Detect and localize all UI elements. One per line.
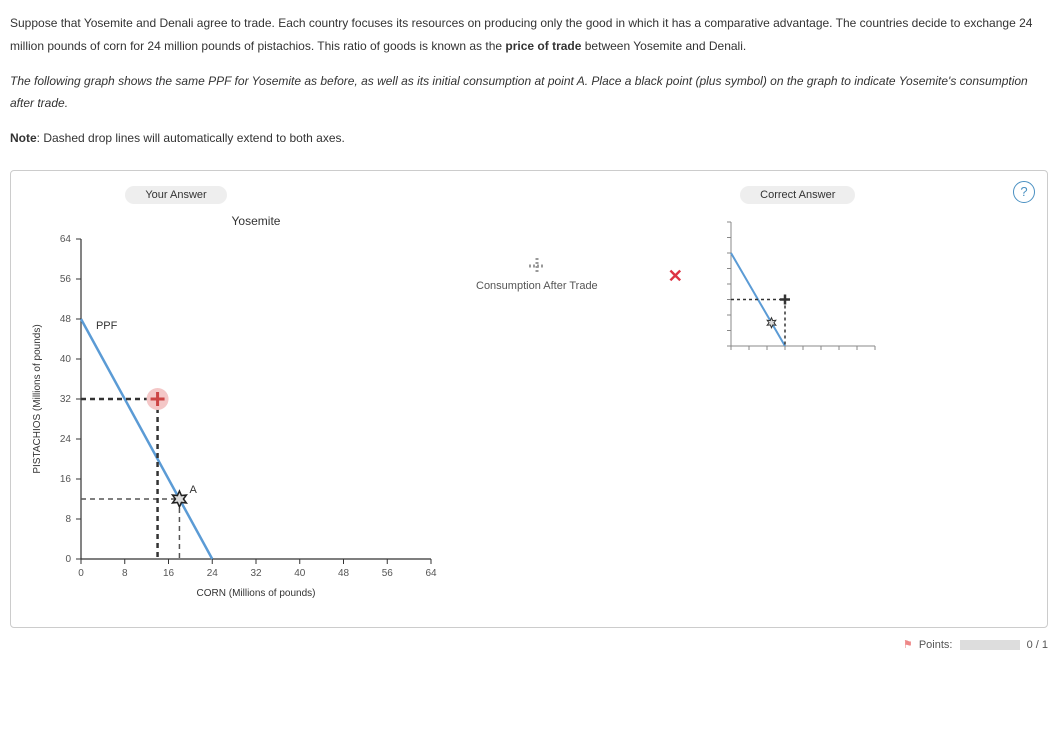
- points-bar: [960, 640, 1020, 650]
- p1-b: price of trade: [505, 39, 581, 53]
- svg-text:24: 24: [207, 568, 219, 579]
- svg-text:40: 40: [60, 354, 72, 365]
- paragraph-2: The following graph shows the same PPF f…: [10, 70, 1048, 116]
- note-text: : Dashed drop lines will automatically e…: [37, 131, 345, 145]
- legend-label: Consumption After Trade: [476, 280, 598, 292]
- legend-marker-icon: [522, 256, 552, 276]
- help-button[interactable]: ?: [1013, 181, 1035, 203]
- svg-text:32: 32: [250, 568, 262, 579]
- flag-icon[interactable]: ⚑: [903, 639, 913, 651]
- svg-text:A: A: [189, 484, 197, 496]
- points-label: Points:: [919, 639, 953, 651]
- svg-text:8: 8: [122, 568, 128, 579]
- points-row: ⚑ Points: 0 / 1: [10, 638, 1048, 651]
- svg-text:16: 16: [60, 474, 72, 485]
- graph-panel: ? Your Answer Yosemite 00 8 8 16 16 24 24 32 32 4…: [10, 170, 1048, 628]
- wrong-icon: ✕: [668, 266, 683, 287]
- svg-text:PISTACHIOS (Millions of pounds: PISTACHIOS (Millions of pounds): [32, 324, 43, 473]
- chart-title: Yosemite: [76, 214, 436, 228]
- svg-text:CORN (Millions of pounds): CORN (Millions of pounds): [197, 588, 316, 599]
- paragraph-1: Suppose that Yosemite and Denali agree t…: [10, 12, 1048, 58]
- svg-text:48: 48: [60, 314, 72, 325]
- correct-answer-header: Correct Answer: [740, 186, 855, 204]
- svg-text:40: 40: [294, 568, 306, 579]
- svg-text:0: 0: [65, 554, 71, 565]
- svg-text:32: 32: [60, 394, 72, 405]
- points-score: 0 / 1: [1027, 639, 1048, 651]
- mini-chart[interactable]: [713, 214, 883, 364]
- svg-text:56: 56: [60, 274, 72, 285]
- your-answer-section: Your Answer Yosemite 00 8 8 16 16 24 24 32 32 40 4…: [26, 186, 446, 607]
- p1-c: between Yosemite and Denali.: [581, 39, 746, 53]
- legend-section: Consumption After Trade: [476, 186, 598, 292]
- svg-text:24: 24: [60, 434, 72, 445]
- note-label: Note: [10, 131, 37, 145]
- note-line: Note: Dashed drop lines will automatical…: [10, 127, 1048, 150]
- legend-item[interactable]: Consumption After Trade: [476, 256, 598, 292]
- your-answer-header: Your Answer: [125, 186, 226, 204]
- main-chart[interactable]: 00 8 8 16 16 24 24 32 32 40 40 48 48 56 56 64 64 CORN (Mi…: [26, 234, 446, 604]
- svg-text:64: 64: [60, 234, 72, 245]
- svg-text:56: 56: [382, 568, 394, 579]
- svg-text:64: 64: [425, 568, 437, 579]
- svg-text:PPF: PPF: [96, 320, 118, 332]
- svg-text:0: 0: [78, 568, 84, 579]
- svg-text:16: 16: [163, 568, 175, 579]
- svg-text:48: 48: [338, 568, 350, 579]
- correct-answer-section: Correct Answer: [713, 186, 883, 367]
- svg-text:8: 8: [65, 514, 71, 525]
